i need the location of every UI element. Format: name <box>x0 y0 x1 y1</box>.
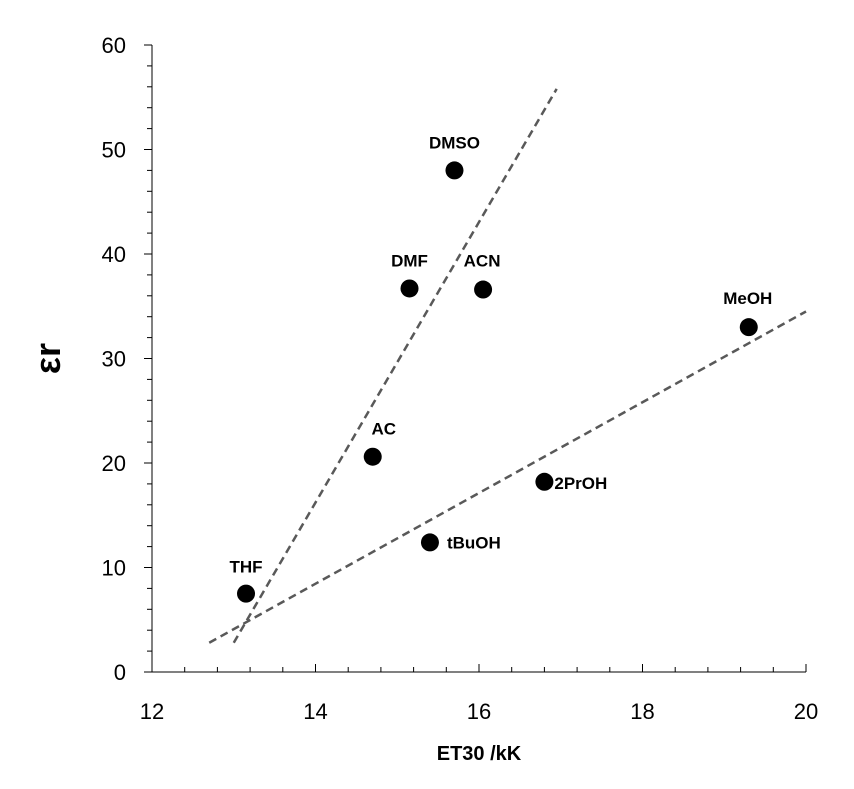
x-tick-label: 18 <box>630 699 654 724</box>
data-point <box>445 161 464 180</box>
data-point <box>363 447 382 466</box>
y-tick-label: 50 <box>102 138 126 163</box>
trendlines <box>208 88 807 644</box>
y-tick-label: 0 <box>114 660 126 685</box>
data-point <box>400 279 419 298</box>
point-label: MeOH <box>723 289 772 308</box>
data-points: THF AC DMF DMSO ACN tBuOH 2PrOH MeOH <box>229 133 772 603</box>
y-tick-label: 30 <box>102 347 126 372</box>
y-axis-title: εr <box>27 343 68 374</box>
trendline <box>232 88 558 644</box>
point-label: AC <box>371 420 396 439</box>
x-tick-label: 16 <box>467 699 491 724</box>
y-tick-label: 60 <box>102 33 126 58</box>
point-label: 2PrOH <box>554 474 607 493</box>
data-point <box>474 280 493 299</box>
point-label: tBuOH <box>447 533 501 552</box>
point-label: DMF <box>391 251 428 270</box>
data-point <box>739 318 758 337</box>
trendline <box>208 310 807 644</box>
data-point <box>535 472 554 491</box>
point-label: THF <box>229 558 262 577</box>
x-tick-label: 20 <box>794 699 818 724</box>
y-tick-label: 10 <box>102 556 126 581</box>
y-tick-label: 40 <box>102 242 126 267</box>
x-tick-label: 12 <box>140 699 164 724</box>
x-axis-title: ET30 /kK <box>437 743 522 765</box>
data-point <box>237 584 256 603</box>
y-tick-label: 20 <box>102 451 126 476</box>
x-tick-label: 14 <box>303 699 327 724</box>
point-label: DMSO <box>429 133 480 152</box>
point-label: ACN <box>464 252 501 271</box>
tick-labels: 0 10 20 30 40 50 60 12 14 16 18 20 <box>102 33 819 724</box>
data-point <box>420 533 439 552</box>
axes <box>144 44 807 673</box>
